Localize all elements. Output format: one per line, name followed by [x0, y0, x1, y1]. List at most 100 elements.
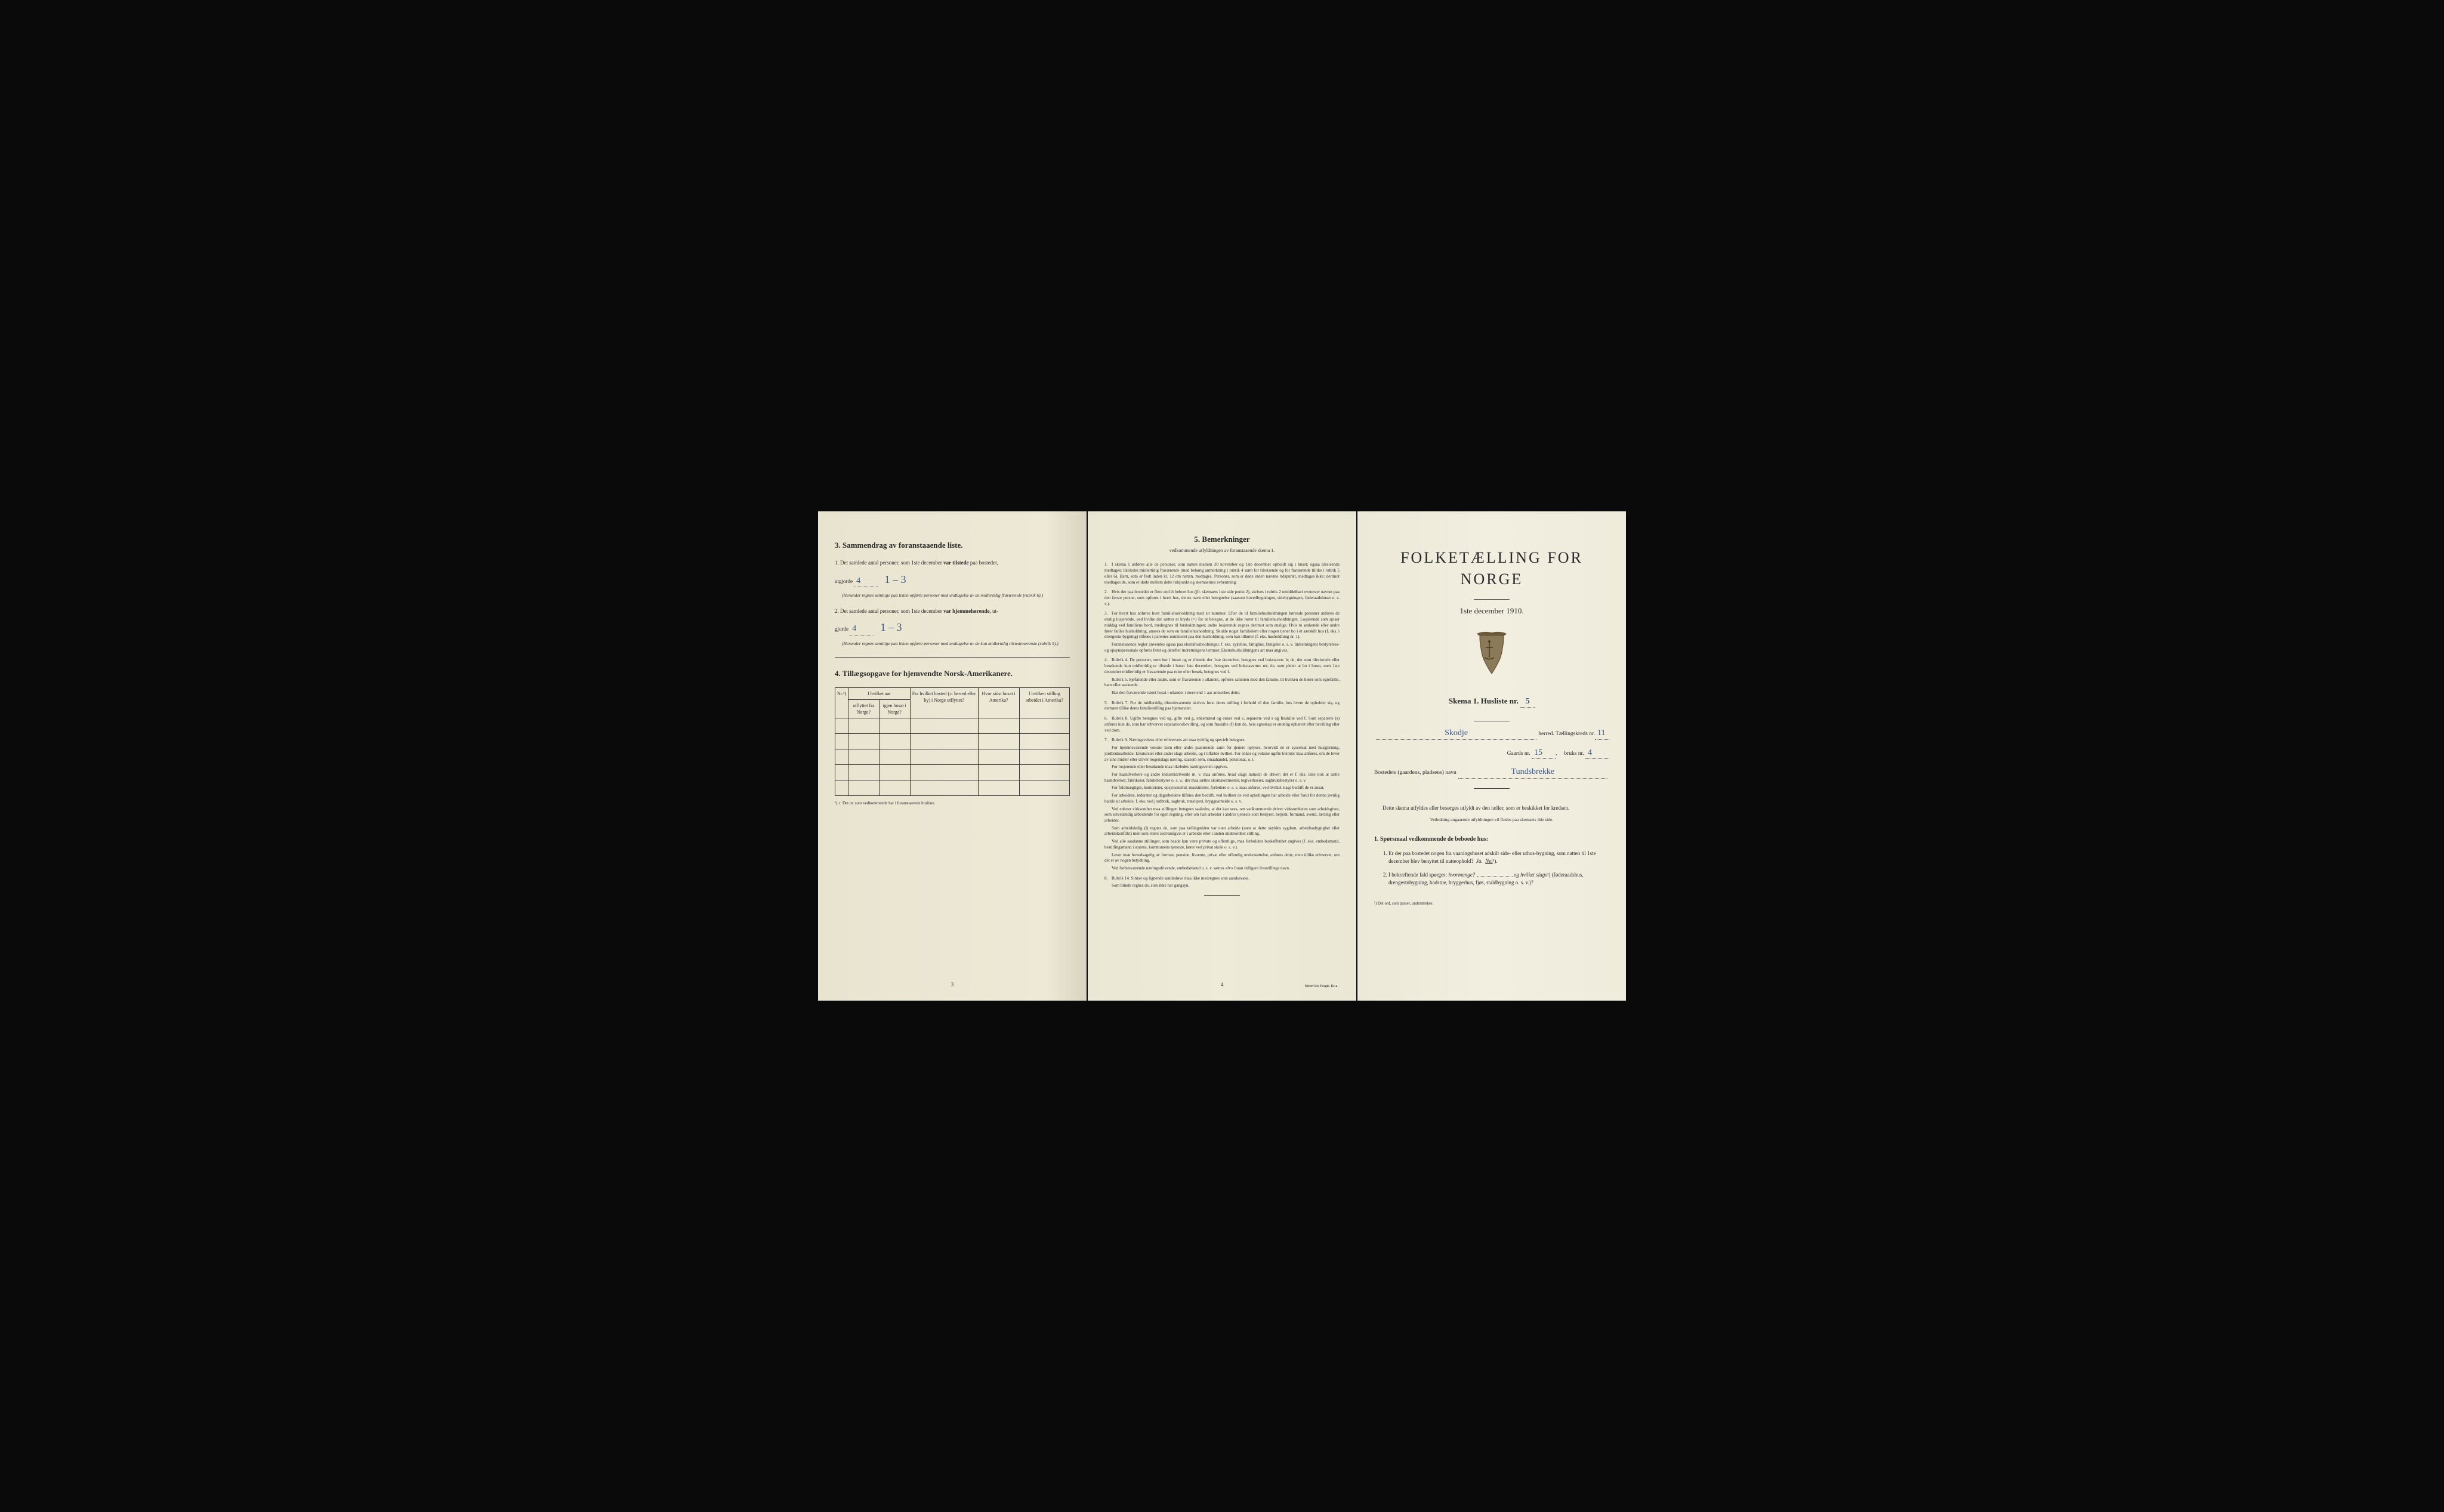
- remark-sub: Ved forhenværende næringsdrivende, embed…: [1104, 866, 1340, 872]
- printer-credit: Steen'ske Bogtr. Kr.a.: [1305, 983, 1338, 989]
- schema-line: Skema 1. Husliste nr. 5: [1374, 696, 1609, 708]
- item1-bold: var tilstede: [943, 560, 969, 566]
- item2-suffix: , ut-: [989, 608, 998, 614]
- kreds-nr: 11: [1595, 727, 1609, 740]
- item1-prefix: 1. Det samlede antal personer, som 1ste …: [835, 560, 942, 566]
- title-rule: [1474, 599, 1510, 600]
- bosted-line: Bostedets (gaardens, pladsens) navn Tund…: [1374, 766, 1609, 779]
- herred-label: herred. Tællingskreds nr.: [1538, 730, 1595, 738]
- col-stilling: I hvilken stilling arbeidet i Amerika?: [1019, 687, 1069, 718]
- item1-value: 4: [854, 575, 878, 588]
- remark-sub: Ved enhver virksomhet maa stillingen bet…: [1104, 807, 1340, 824]
- item-1-line2: utgjorde 4 1 – 3: [835, 572, 1070, 588]
- herred-line: Skodje herred. Tællingskreds nr. 11: [1374, 727, 1609, 740]
- gaards-label: Gaards nr.: [1507, 751, 1530, 757]
- question-heading: 1. Spørsmaal vedkommende de beboede hus:: [1374, 835, 1609, 844]
- document-spread: 3. Sammendrag av foranstaaende liste. 1.…: [818, 511, 1626, 1001]
- item-2-note: (Herunder regnes samtlige paa listen opf…: [842, 641, 1070, 647]
- remark-item: 6.Rubrik 8. Ugifte betegnes ved ug, gift…: [1104, 716, 1340, 733]
- remark-sub: Ved alle saadanne stillinger, som baade …: [1104, 839, 1340, 850]
- section-5-title: 5. Bemerkninger: [1104, 534, 1340, 545]
- section-3-title: 3. Sammendrag av foranstaaende liste.: [835, 540, 1070, 551]
- page-3: 3. Sammendrag av foranstaaende liste. 1.…: [818, 511, 1087, 1001]
- remark-item: 7.Rubrik 9. Næringsveiens eller erhverve…: [1104, 738, 1340, 871]
- remark-sub: Rubrik 5. Sjøfarende eller andre, som er…: [1104, 677, 1340, 689]
- question-2: I bekræftende fald spørges: hvormange? o…: [1388, 871, 1609, 887]
- q1-ja: Ja.: [1476, 858, 1483, 864]
- bosted-label: Bostedets (gaardens, pladsens) navn: [1374, 769, 1456, 777]
- remark-item: 3.For hvert hus anføres hver familiehush…: [1104, 611, 1340, 653]
- item1-handwritten: 1 – 3: [885, 573, 906, 585]
- page-number-3: 3: [818, 981, 1087, 989]
- col-aar: I hvilket aar: [848, 687, 911, 699]
- item2-handwritten: 1 – 3: [881, 621, 902, 633]
- bruks-label: bruks nr.: [1564, 751, 1584, 757]
- item2-gjorde: gjorde: [835, 626, 848, 632]
- q2-super: ¹): [1547, 872, 1551, 878]
- q2-b: hvormange?: [1448, 872, 1475, 878]
- main-title: FOLKETÆLLING FOR NORGE: [1374, 547, 1609, 591]
- item1-utgjorde: utgjorde: [835, 578, 853, 584]
- remark-sub: Foranstaaende regler anvendes ogsaa paa …: [1104, 642, 1340, 653]
- section-4-title: 4. Tillægsopgave for hjemvendte Norsk-Am…: [835, 668, 1070, 679]
- remarks-list: 1.I skema 1 anføres alle de personer, so…: [1104, 562, 1340, 889]
- herred-value: Skodje: [1376, 727, 1536, 740]
- remark-item: 8.Rubrik 14. Sinker og lignende aandsslø…: [1104, 876, 1340, 889]
- item-1-line1: 1. Det samlede antal personer, som 1ste …: [835, 559, 1070, 567]
- husliste-nr: 5: [1520, 696, 1535, 708]
- col-nr: Nr.¹): [835, 687, 848, 718]
- question-1: Er der paa bostedet nogen fra vaaningshu…: [1388, 850, 1609, 865]
- coat-of-arms-icon: [1374, 631, 1609, 678]
- remark-sub: For haandverkere og andre industridriven…: [1104, 772, 1340, 783]
- item-2-line1: 2. Det samlede antal personer, som 1ste …: [835, 607, 1070, 615]
- remark-sub: For losjerende eller besøkende maa likel…: [1104, 764, 1340, 770]
- remark-item: 5.Rubrik 7. For de midlertidig tilstedev…: [1104, 701, 1340, 712]
- form-rule: [1474, 788, 1510, 789]
- col-utflyttet: utflyttet fra Norge?: [848, 699, 880, 718]
- page-cover: FOLKETÆLLING FOR NORGE 1ste december 191…: [1357, 511, 1626, 1001]
- gaards-line: Gaards nr. 15, bruks nr. 4: [1374, 747, 1609, 760]
- questions-list: Er der paa bostedet nogen fra vaaningshu…: [1388, 850, 1609, 887]
- q2-blank: [1477, 876, 1513, 877]
- item-2-line2: gjorde 4 1 – 3: [835, 620, 1070, 635]
- col-fra: Fra hvilket bosted (ɔ: herred eller by) …: [910, 687, 978, 718]
- gaards-nr: 15: [1532, 747, 1556, 760]
- remark-item: 1.I skema 1 anføres alle de personer, so…: [1104, 562, 1340, 585]
- remark-sub: For hjemmeværende voksne barn eller andr…: [1104, 745, 1340, 763]
- date-line: 1ste december 1910.: [1374, 606, 1609, 616]
- table-row: [835, 749, 1070, 765]
- item2-value: 4: [850, 623, 874, 635]
- intro-subtext: Veiledning angaaende utfyldningen vil fi…: [1374, 817, 1609, 823]
- remark-sub: Som blinde regnes de, som ikke har gangs…: [1104, 883, 1340, 889]
- remark-sub: For arbeidere, inderster og dagarbeidere…: [1104, 793, 1340, 804]
- bruks-nr: 4: [1585, 747, 1609, 760]
- section-5-subtitle: vedkommende utfyldningen av foranstaaend…: [1104, 547, 1340, 554]
- item2-bold: var hjemmehørende: [943, 608, 989, 614]
- table-footnote: ¹) ɔ: Det nr. som vedkommende har i fora…: [835, 801, 1070, 807]
- schema-label: Skema 1. Husliste nr.: [1449, 696, 1519, 705]
- item-1-note: (Herunder regnes samtlige paa listen opf…: [842, 593, 1070, 599]
- amerikanere-table: Nr.¹) I hvilket aar Fra hvilket bosted (…: [835, 687, 1070, 797]
- remark-item: 4.Rubrik 4. De personer, som bor i huset…: [1104, 658, 1340, 696]
- item1-suffix: paa bostedet,: [970, 560, 998, 566]
- q2-c: og hvilket slags: [1514, 872, 1547, 878]
- page-4: 5. Bemerkninger vedkommende utfyldningen…: [1088, 511, 1356, 1001]
- divider-bottom: [1204, 895, 1240, 896]
- table-row: [835, 765, 1070, 780]
- remark-sub: Lever man hovedsagelig av formue, pensio…: [1104, 853, 1340, 864]
- q1-super: ¹).: [1493, 858, 1498, 864]
- remark-item: 2.Hvis der paa bostedet er flere end ét …: [1104, 590, 1340, 607]
- table-row: [835, 734, 1070, 749]
- divider-1: [835, 657, 1070, 658]
- bosted-value: Tundsbrekke: [1458, 766, 1607, 779]
- table-row: [835, 718, 1070, 734]
- intro-text: Dette skema utfyldes eller besørges utfy…: [1374, 804, 1609, 813]
- col-hvor: Hvor sidst bosat i Amerika?: [978, 687, 1019, 718]
- remark-sub: Som arbeidsledig (l) regnes de, som paa …: [1104, 826, 1340, 837]
- table-row: [835, 780, 1070, 796]
- q2-a: I bekræftende fald spørges:: [1388, 872, 1448, 878]
- item2-prefix: 2. Det samlede antal personer, som 1ste …: [835, 608, 942, 614]
- remark-sub: Har den fraværende været bosat i utlande…: [1104, 690, 1340, 696]
- remark-sub: For fuldmægtiger, kontorister, opsynsmæn…: [1104, 785, 1340, 791]
- right-footnote: ¹) Det ord, som passer, understrekes.: [1374, 901, 1609, 907]
